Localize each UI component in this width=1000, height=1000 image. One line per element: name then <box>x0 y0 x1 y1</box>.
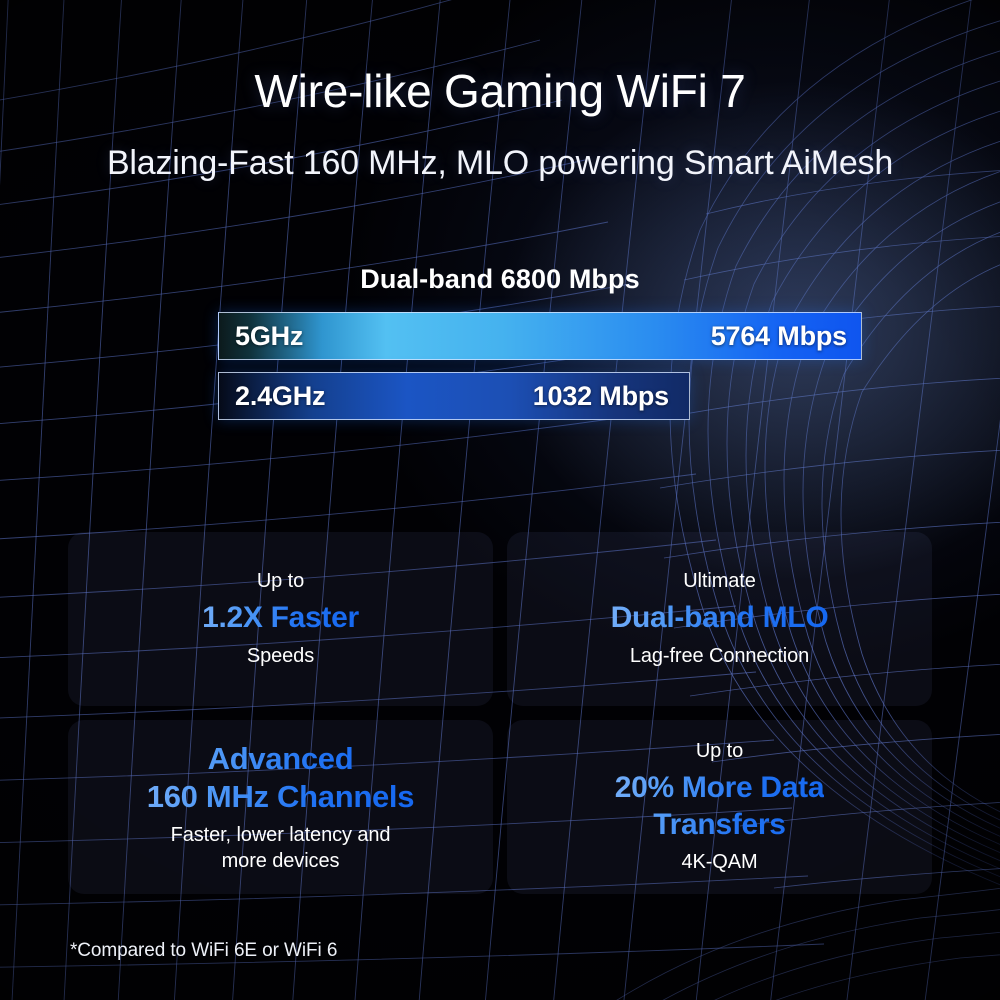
speed-bar-5ghz-label: 5GHz <box>235 320 304 351</box>
feature-card-eyebrow: Up to <box>695 739 744 762</box>
feature-card-grid: Up to 1.2X Faster Speeds Ultimate Dual-b… <box>68 532 932 894</box>
feature-card-headline: Advanced 160 MHz Channels <box>146 741 415 814</box>
feature-card-dual-band-mlo: Ultimate Dual-band MLO Lag-free Connecti… <box>507 532 932 706</box>
feature-card-headline: 1.2X Faster <box>202 600 359 637</box>
feature-card-caption: 4K-QAM <box>681 851 758 874</box>
page-subtitle: Blazing-Fast 160 MHz, MLO powering Smart… <box>106 144 894 182</box>
speed-bar-chart: 5GHz 5764 Mbps 2.4GHz 1032 Mbps <box>218 312 862 432</box>
speed-bar-5ghz: 5GHz 5764 Mbps <box>218 312 862 360</box>
feature-card-faster-speeds: Up to 1.2X Faster Speeds <box>68 532 493 706</box>
feature-card-160mhz-channels: Advanced 160 MHz Channels Faster, lower … <box>68 720 493 894</box>
feature-card-caption: Faster, lower latency and more devices <box>170 823 391 872</box>
feature-card-eyebrow: Up to <box>256 570 305 593</box>
page-title: Wire-like Gaming WiFi 7 <box>254 65 746 117</box>
speed-bar-24ghz-label: 2.4GHz <box>235 380 326 411</box>
speed-bar-24ghz: 2.4GHz 1032 Mbps <box>218 372 690 420</box>
speed-chart-title: Dual-band 6800 Mbps <box>360 264 640 294</box>
footnote-disclaimer: *Compared to WiFi 6E or WiFi 6 <box>70 940 338 961</box>
speed-bar-5ghz-value: 5764 Mbps <box>710 320 847 351</box>
speed-bar-24ghz-value: 1032 Mbps <box>532 380 669 411</box>
feature-card-more-data-transfers: Up to 20% More Data Transfers 4K-QAM <box>507 720 932 894</box>
feature-card-caption: Lag-free Connection <box>629 644 810 667</box>
feature-card-headline: Dual-band MLO <box>611 600 829 637</box>
feature-card-caption: Speeds <box>246 644 315 667</box>
feature-card-eyebrow: Ultimate <box>683 570 756 593</box>
feature-card-headline: 20% More Data Transfers <box>615 770 825 843</box>
